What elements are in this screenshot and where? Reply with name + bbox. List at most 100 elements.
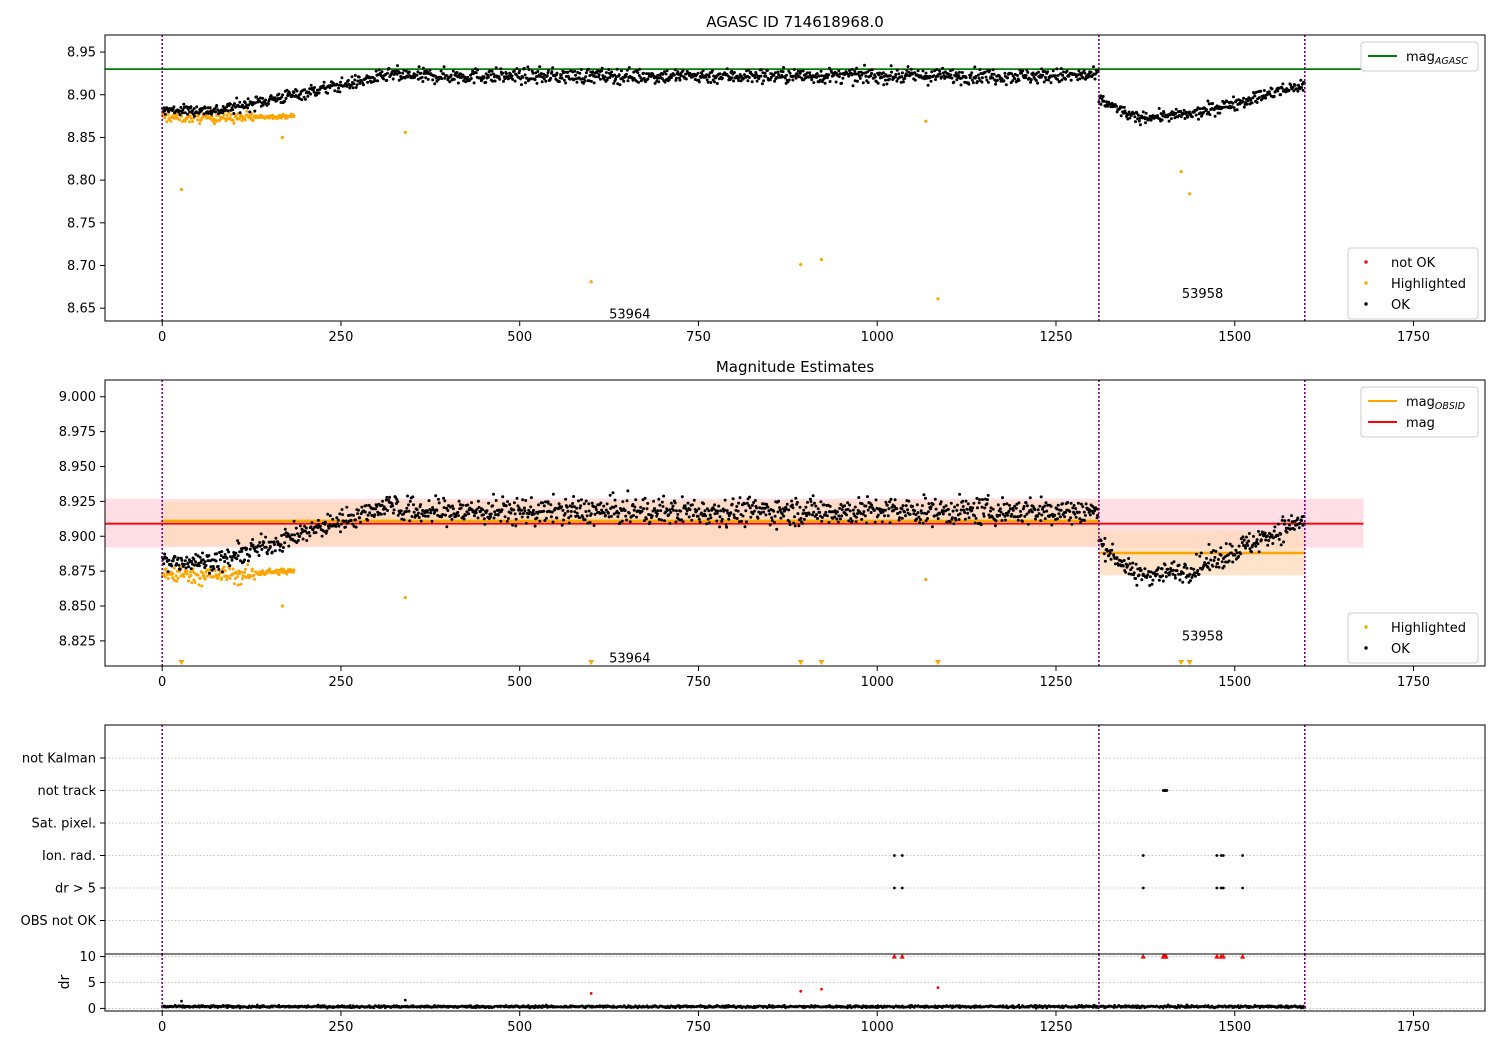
ok-point (981, 498, 984, 501)
ok-point (1285, 530, 1289, 534)
ok-point (492, 72, 495, 76)
ok-point (295, 541, 299, 544)
ok-point (358, 81, 362, 85)
ok-point (241, 546, 245, 550)
ok-point (620, 509, 624, 513)
ok-point (989, 509, 992, 513)
ok-point (382, 77, 385, 81)
ok-point (713, 512, 717, 516)
flag-category-label: Sat. pixel. (32, 817, 96, 832)
ok-point (909, 67, 913, 71)
ok-point (1056, 517, 1059, 521)
ok-point (1283, 519, 1287, 523)
ok-point (885, 82, 889, 86)
highlighted-point (192, 578, 196, 582)
ok-point (1255, 538, 1259, 542)
ok-point (1122, 105, 1126, 109)
ok-point (769, 75, 773, 79)
ok-point (426, 77, 430, 81)
ok-point (949, 501, 953, 505)
ok-point (1250, 550, 1253, 554)
ok-point (730, 502, 734, 506)
ok-point (663, 70, 666, 74)
ok-point (1013, 77, 1017, 81)
ok-point (620, 519, 624, 523)
ok-point (300, 98, 304, 102)
highlighted-point (175, 579, 179, 583)
ok-point (261, 96, 265, 100)
ok-point (608, 493, 612, 497)
ok-point (739, 79, 743, 83)
ok-point (644, 517, 648, 521)
ok-point (375, 504, 379, 508)
ok-point (685, 512, 688, 516)
ok-point (592, 81, 596, 85)
ok-point (1272, 529, 1276, 533)
highlighted-point (292, 568, 296, 572)
highlighted-point (236, 583, 240, 587)
ok-point (171, 559, 175, 563)
ok-point (951, 509, 955, 513)
ok-point (374, 507, 377, 511)
ok-point (356, 79, 360, 83)
ok-point (1160, 567, 1164, 571)
ok-point (528, 510, 532, 514)
ok-point (606, 511, 610, 515)
ok-point (428, 68, 432, 72)
ok-point (550, 510, 554, 514)
ok-point (921, 521, 925, 525)
ok-point (1022, 505, 1026, 508)
ok-point (170, 564, 174, 568)
ok-point (584, 71, 588, 75)
ok-point (977, 76, 981, 80)
ok-point (847, 519, 851, 523)
ok-point (538, 65, 542, 69)
ok-point (857, 70, 861, 74)
highlighted-point (191, 120, 195, 123)
ok-point (506, 517, 510, 520)
ok-point (1001, 512, 1005, 516)
ok-point (1078, 77, 1082, 81)
ok-point (1237, 544, 1241, 548)
y-tick-label: 8.90 (67, 88, 96, 103)
ok-point (560, 505, 564, 509)
ok-point (664, 72, 668, 76)
ok-point (992, 72, 996, 76)
ok-point (246, 106, 250, 110)
ok-point (1208, 113, 1212, 117)
ok-point (1231, 560, 1235, 564)
ok-point (704, 514, 708, 518)
ok-point (1287, 518, 1291, 522)
ok-point (1244, 546, 1247, 550)
ok-point (808, 71, 812, 75)
ok-point (866, 70, 869, 74)
ok-point (307, 531, 311, 534)
ok-point (824, 510, 828, 514)
ok-point (575, 506, 579, 510)
ok-point (756, 516, 760, 520)
ok-point (1133, 115, 1137, 119)
ok-point (709, 516, 713, 520)
highlighted-point-outlier (924, 119, 928, 123)
x-tick-label: 0 (158, 675, 166, 690)
ok-point (562, 78, 566, 82)
legend-points-swatch (1364, 646, 1368, 650)
ok-point (673, 501, 677, 505)
ok-point (491, 504, 495, 508)
ok-point (567, 516, 571, 520)
highlighted-point (185, 569, 189, 573)
ok-point (620, 69, 623, 73)
ok-point (811, 494, 815, 498)
ok-point (887, 507, 891, 511)
ok-point (1070, 522, 1074, 526)
ok-point (1242, 538, 1246, 542)
ok-point (269, 94, 273, 98)
highlighted-point (240, 119, 244, 123)
ok-point (584, 499, 588, 503)
ok-point (799, 69, 803, 73)
ok-point (1019, 509, 1022, 513)
ok-point (402, 512, 405, 516)
ok-point (1024, 74, 1028, 77)
ok-point (538, 519, 542, 523)
ok-point (1017, 501, 1021, 505)
